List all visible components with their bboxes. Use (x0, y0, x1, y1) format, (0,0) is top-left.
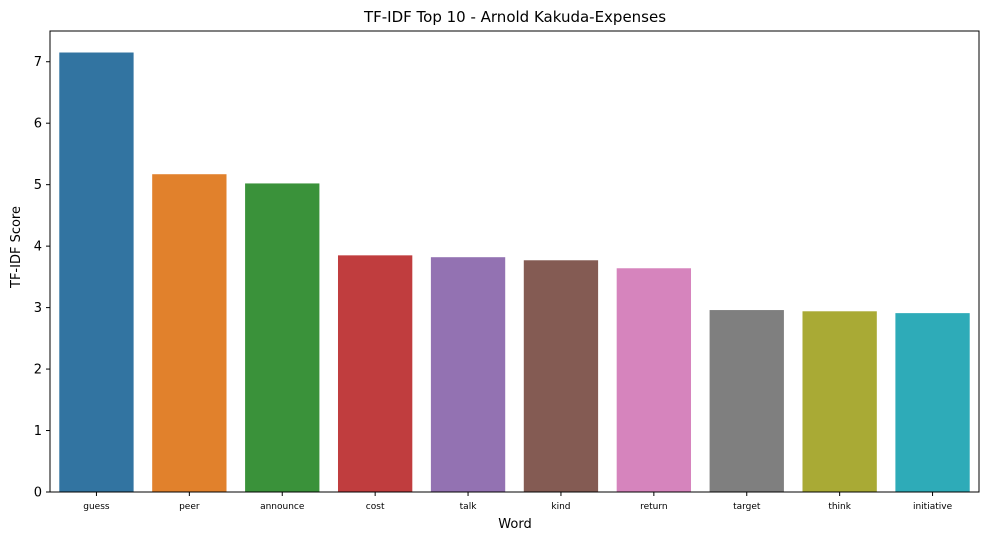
x-axis-label: Word (498, 517, 531, 532)
y-tick-label: 1 (34, 424, 42, 439)
plot-frame (49, 30, 980, 493)
x-tick-label: target (733, 502, 761, 512)
bar-target (709, 310, 784, 492)
bar-peer (152, 174, 227, 492)
bar-guess (59, 52, 134, 492)
y-tick-label: 5 (34, 178, 42, 193)
y-tick-label: 3 (34, 301, 42, 316)
bar-think (802, 311, 877, 492)
y-tick-label: 6 (34, 117, 42, 132)
bar-announce (245, 183, 320, 492)
y-axis-label: TF-IDF Score (9, 206, 24, 289)
bar-talk (430, 257, 506, 492)
x-tick-label: peer (179, 502, 200, 512)
y-tick-label: 0 (34, 486, 42, 501)
y-tick-label: 7 (34, 55, 42, 70)
y-tick-label: 2 (34, 363, 42, 378)
x-tick-label: initiative (913, 502, 953, 512)
x-axis: guess peer announce cost talk kind return targe… (83, 492, 953, 512)
x-tick-label: announce (260, 502, 305, 512)
x-tick-label: cost (366, 502, 385, 512)
x-tick-label: think (828, 502, 851, 512)
y-axis: 0 1 2 3 4 5 6 7 (34, 55, 50, 501)
bar-initiative (895, 313, 970, 492)
bar-kind (523, 260, 599, 492)
x-tick-label: talk (460, 502, 478, 512)
x-tick-label: guess (83, 502, 110, 512)
chart-title: TF-IDF Top 10 - Arnold Kakuda-Expenses (363, 8, 666, 26)
bar-cost (337, 255, 413, 492)
x-tick-label: return (640, 502, 668, 512)
x-tick-label: kind (551, 502, 570, 512)
y-tick-label: 4 (34, 240, 42, 255)
bar-return (616, 268, 692, 492)
plot-area (59, 52, 970, 492)
